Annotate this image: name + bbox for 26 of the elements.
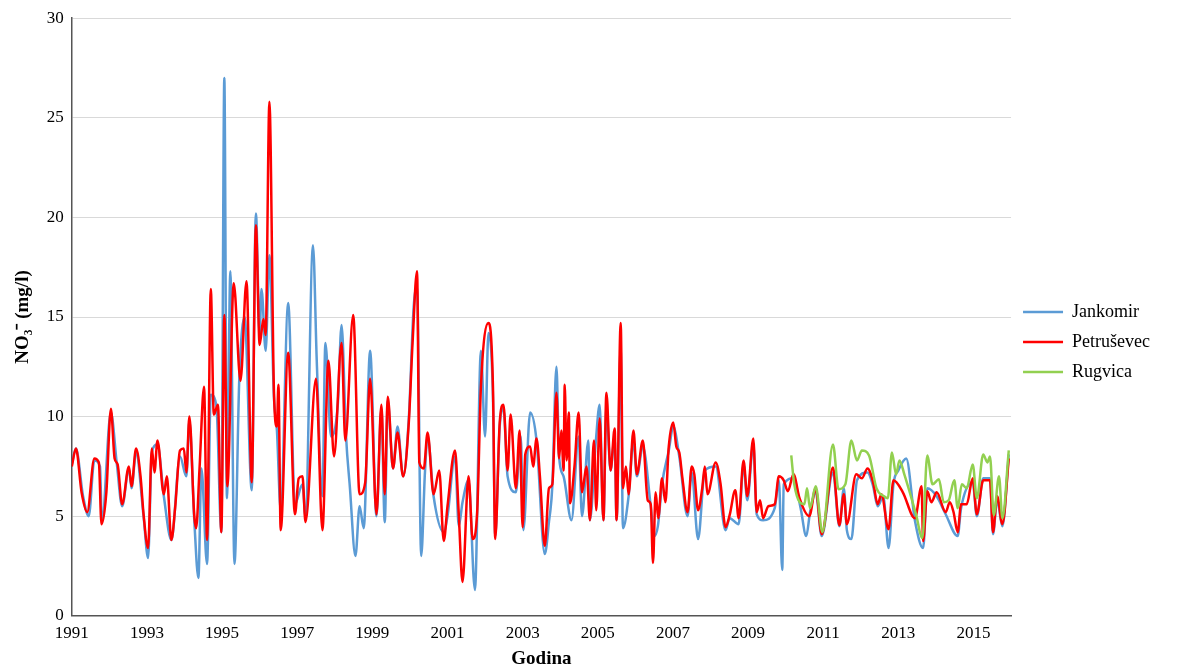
- legend-label: Jankomir: [1072, 300, 1140, 321]
- x-tick-label: 1999: [355, 623, 390, 643]
- x-tick-label: 2003: [505, 623, 540, 643]
- x-tick-label: 1995: [205, 623, 240, 643]
- x-tick-label: 2001: [430, 623, 465, 643]
- x-tick-label: 2007: [655, 623, 691, 643]
- x-axis-title: Godina: [511, 646, 573, 668]
- line-series: [790, 439, 1011, 540]
- y-tick-label: 30: [46, 7, 64, 27]
- y-tick-label: 20: [46, 206, 64, 226]
- x-tick-label: 1991: [54, 623, 89, 643]
- x-tick-label: 1997: [280, 623, 315, 643]
- legend-label: Petruševec: [1072, 330, 1151, 351]
- x-tick-label: 2009: [731, 623, 766, 643]
- x-tick-label: 2005: [580, 623, 615, 643]
- y-tick-label: 0: [55, 605, 64, 625]
- x-tick-label: 1993: [129, 623, 164, 643]
- legend-label: Rugvica: [1072, 360, 1133, 381]
- y-tick-label: 5: [55, 505, 64, 525]
- y-tick-label: 10: [46, 406, 64, 426]
- y-axis-title: NO₃⁻ (mg/l): [11, 270, 34, 364]
- x-tick-label: 2013: [881, 623, 916, 643]
- y-tick-label: 15: [46, 306, 64, 326]
- x-tick-label: 2015: [956, 623, 991, 643]
- y-tick-label: 25: [46, 107, 64, 127]
- x-tick-label: 2011: [806, 623, 840, 643]
